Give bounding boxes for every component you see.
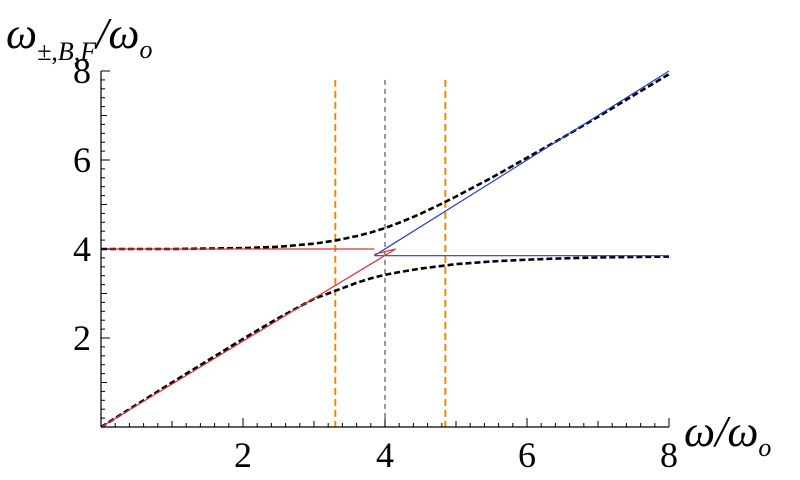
- x-tick-label: 4: [376, 435, 394, 475]
- x-ticks: 2 4 6 8: [114, 418, 678, 475]
- blue-line: [374, 70, 670, 257]
- y-tick-label: 6: [73, 140, 91, 180]
- vertical-reference-lines: [334, 79, 447, 427]
- series-group: [100, 70, 670, 429]
- x-axis-label: ω/ωo: [684, 407, 771, 462]
- y-ticks: 2 4 6 8: [73, 51, 110, 419]
- y-tick-label: 2: [73, 318, 91, 358]
- red-line: [100, 248, 396, 428]
- axes: 2 4 6 8 2 4 6 8: [73, 51, 678, 475]
- y-tick-label: 4: [73, 229, 91, 269]
- dashed-mode-curve: [100, 255, 670, 429]
- red-line: [374, 248, 396, 255]
- x-tick-label: 8: [660, 435, 678, 475]
- x-tick-label: 2: [234, 435, 252, 475]
- y-tick-label: 8: [73, 51, 91, 91]
- x-tick-label: 6: [518, 435, 536, 475]
- y-axis-label: ω±,B,F/ωo: [6, 9, 152, 66]
